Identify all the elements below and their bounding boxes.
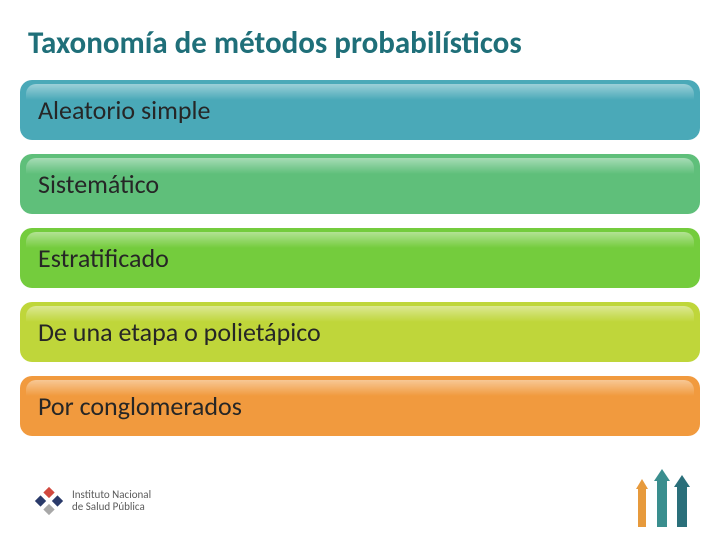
insp-logo-line2: de Salud Pública bbox=[72, 501, 151, 513]
insp-logo-text: Instituto Nacional de Salud Pública bbox=[72, 489, 151, 513]
method-bar-list: Aleatorio simple Sistemático Estratifica… bbox=[20, 80, 700, 450]
method-bar-label: Sistemático bbox=[38, 168, 159, 200]
arrow-up-icon bbox=[674, 475, 690, 527]
insp-logo-mark bbox=[34, 486, 64, 516]
method-bar: Por conglomerados bbox=[20, 376, 700, 436]
method-bar: Sistemático bbox=[20, 154, 700, 214]
arrow-up-icon bbox=[654, 469, 670, 527]
method-bar: Estratificado bbox=[20, 228, 700, 288]
method-bar-label: Aleatorio simple bbox=[38, 94, 210, 126]
method-bar-label: Estratificado bbox=[38, 242, 169, 274]
method-bar-label: De una etapa o polietápico bbox=[38, 316, 321, 348]
insp-logo: Instituto Nacional de Salud Pública bbox=[34, 486, 151, 516]
slide-title: Taxonomía de métodos probabilísticos bbox=[28, 24, 522, 62]
method-bar-label: Por conglomerados bbox=[38, 390, 242, 422]
method-bar: De una etapa o polietápico bbox=[20, 302, 700, 362]
corner-arrows-icon bbox=[624, 469, 694, 532]
method-bar: Aleatorio simple bbox=[20, 80, 700, 140]
arrow-up-icon bbox=[636, 479, 648, 527]
